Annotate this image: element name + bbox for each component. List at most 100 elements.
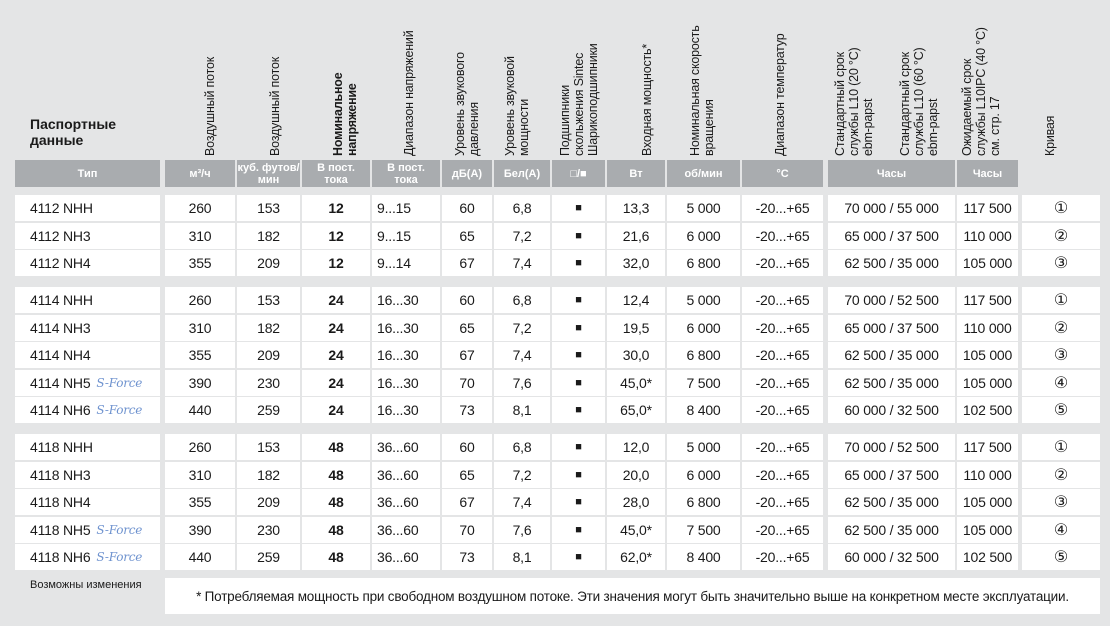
type-cell: 4118 NH6 S-Force — [15, 544, 160, 570]
cell-text: ① — [1053, 439, 1069, 456]
cell-text: ■ — [575, 468, 582, 481]
cell-text: 7,2 — [512, 319, 532, 336]
data-cell: ⑤ — [1022, 397, 1100, 423]
badge: S-Force — [96, 403, 143, 417]
title-line: Паспортные — [30, 116, 117, 132]
data-cell: 6,8 — [494, 195, 550, 221]
header-line: Номинальная скорость — [688, 25, 702, 156]
header-line: Диапазон напряжений — [402, 30, 416, 157]
column-header: Кривая — [1043, 8, 1057, 156]
unit-cell: об/мин — [667, 160, 740, 187]
cell-text: -20...+65 — [755, 549, 810, 565]
cell-text: 4118 NH4 — [30, 494, 91, 510]
data-cell: 65 000 / 37 500 — [828, 314, 955, 341]
cell-text: 5 000 — [686, 439, 721, 455]
data-cell: -20...+65 — [742, 461, 823, 488]
cell-text: ④ — [1053, 374, 1069, 392]
cell-text: 355 — [188, 494, 212, 510]
data-cell: -20...+65 — [742, 287, 823, 313]
unit-cell: °С — [742, 160, 823, 187]
unit-line: мин — [257, 173, 280, 186]
data-cell: 182 — [237, 222, 300, 249]
data-cell: 7 500 — [667, 516, 740, 543]
cell-text: 6,8 — [512, 200, 532, 216]
cell-text: 16...30 — [377, 374, 419, 391]
cell-text: 62 500 / 35 000 — [844, 521, 939, 538]
cell-text: ■ — [575, 551, 582, 563]
data-cell: 70 000 / 52 500 — [828, 287, 955, 313]
data-cell: 6 800 — [667, 342, 740, 368]
cell-text: 8,1 — [512, 549, 532, 565]
data-cell: 62 500 / 35 000 — [828, 516, 955, 543]
data-cell: ■ — [552, 195, 605, 221]
cell-text: 6 000 — [686, 466, 721, 483]
data-cell: 9...15 — [372, 222, 440, 249]
cell-text: 4118 NH5 — [30, 521, 91, 538]
cell-text: ② — [1053, 319, 1069, 337]
data-cell: 48 — [302, 516, 370, 543]
data-cell: 7,4 — [494, 342, 550, 368]
unit-cell: Тип — [15, 160, 160, 187]
unit-line: °С — [776, 167, 789, 180]
data-cell: -20...+65 — [742, 544, 823, 570]
cell-text: 7,4 — [512, 494, 532, 510]
cell-text: 4112 NH4 — [30, 255, 91, 271]
data-cell: ■ — [552, 342, 605, 368]
unit-cell: Бел(А) — [494, 160, 550, 187]
unit-cell: В пост. тока — [372, 160, 440, 187]
cell-text: 7 500 — [686, 521, 721, 538]
data-cell: -20...+65 — [742, 195, 823, 221]
data-cell: ■ — [552, 461, 605, 488]
cell-text: ■ — [575, 349, 582, 361]
unit-line: куб. футов/ — [237, 161, 300, 174]
cell-text: 110 000 — [963, 466, 1012, 483]
column-header: Уровень звукового давления — [453, 8, 481, 156]
data-cell: 6 000 — [667, 461, 740, 488]
data-cell: ① — [1022, 434, 1100, 460]
data-cell: 16...30 — [372, 287, 440, 313]
data-cell: -20...+65 — [742, 314, 823, 341]
cell-text: 7,6 — [512, 374, 532, 391]
column-header: Уровень звуковой мощности — [503, 8, 531, 156]
cell-text: 65 000 / 37 500 — [844, 466, 939, 483]
data-cell: 390 — [165, 369, 235, 396]
header-line: Номинальное — [331, 72, 345, 157]
cell-text: 16...30 — [377, 402, 419, 418]
data-cell: 153 — [237, 195, 300, 221]
cell-text: 60 000 / 32 500 — [844, 402, 939, 418]
data-cell: 16...30 — [372, 342, 440, 368]
cell-text: 4112 NHH — [30, 200, 93, 216]
type-cell: 4114 NH3 — [15, 314, 160, 341]
cell-text: 6,8 — [512, 292, 532, 308]
data-cell: -20...+65 — [742, 434, 823, 460]
data-cell: ■ — [552, 287, 605, 313]
data-cell: 24 — [302, 287, 370, 313]
data-cell: 48 — [302, 434, 370, 460]
data-cell: 48 — [302, 544, 370, 570]
data-cell: 259 — [237, 397, 300, 423]
cell-text: 4118 NH3 — [30, 466, 91, 483]
cell-text: 105 000 — [962, 347, 1013, 363]
data-cell: 6 000 — [667, 222, 740, 249]
data-cell: 45,0* — [607, 369, 665, 396]
cell-text: 8 400 — [686, 402, 721, 418]
data-cell: ■ — [552, 314, 605, 341]
data-cell: -20...+65 — [742, 342, 823, 368]
cell-text: ③ — [1053, 347, 1069, 364]
data-cell: 16...30 — [372, 369, 440, 396]
cell-text: 117 500 — [963, 200, 1012, 216]
column-header: Воздушный поток — [268, 8, 282, 156]
cell-text: 24 — [328, 374, 344, 391]
cell-text: ② — [1053, 227, 1069, 245]
type-cell: 4118 NHH — [15, 434, 160, 460]
data-cell: 60 — [442, 434, 492, 460]
cell-text: 48 — [328, 549, 344, 565]
cell-text: 20,0 — [622, 466, 650, 483]
cell-text: 62 500 / 35 000 — [844, 347, 939, 363]
data-cell: 60 — [442, 195, 492, 221]
data-cell: 62,0* — [607, 544, 665, 570]
cell-text: 36...60 — [377, 549, 419, 565]
data-cell: 182 — [237, 314, 300, 341]
data-cell: 16...30 — [372, 314, 440, 341]
header-line: вращения — [702, 99, 716, 156]
